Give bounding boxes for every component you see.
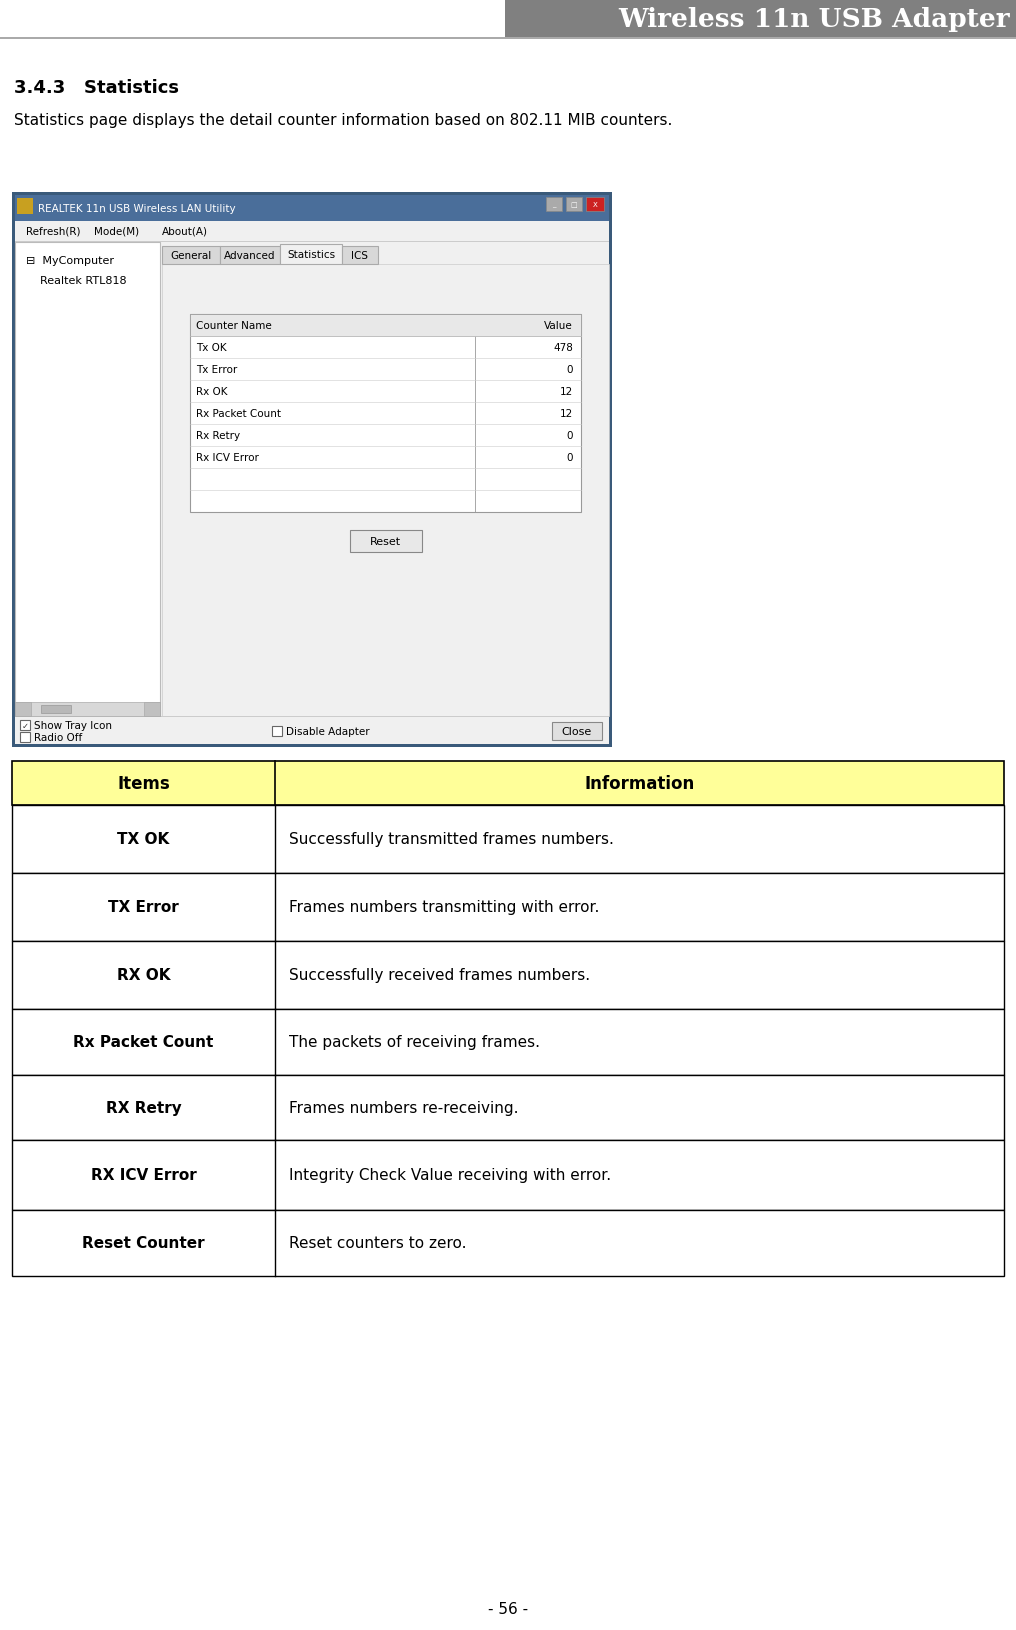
Text: Advanced: Advanced [225,251,275,261]
Text: Frames numbers re-receiving.: Frames numbers re-receiving. [289,1100,518,1115]
Text: Reset Counter: Reset Counter [82,1236,205,1250]
Bar [15,243,160,717]
Text: Rx Packet Count: Rx Packet Count [73,1035,213,1050]
Text: Rx Packet Count: Rx Packet Count [196,409,281,419]
Text: Realtek RTL818: Realtek RTL818 [40,275,127,285]
Text: 0: 0 [567,430,573,440]
Bar [0,0,505,37]
Text: RX Retry: RX Retry [106,1100,181,1115]
Bar [15,243,609,745]
Text: Successfully received frames numbers.: Successfully received frames numbers. [289,968,590,983]
Bar [12,192,612,748]
Text: REALTEK 11n USB Wireless LAN Utility: REALTEK 11n USB Wireless LAN Utility [38,204,236,214]
Bar [12,1009,1004,1076]
Bar [190,315,581,513]
Text: The packets of receiving frames.: The packets of receiving frames. [289,1035,539,1050]
Text: Information: Information [584,774,695,792]
Bar [12,1141,1004,1209]
Bar [342,246,378,264]
Text: Rx Retry: Rx Retry [196,430,240,440]
Bar [505,0,1016,37]
Bar [15,703,31,717]
Text: X: X [592,202,597,209]
Text: Rx OK: Rx OK [196,386,228,396]
Text: Reset counters to zero.: Reset counters to zero. [289,1236,466,1250]
Text: About(A): About(A) [162,227,208,236]
Text: Statistics: Statistics [287,249,335,259]
Text: Disable Adapter: Disable Adapter [285,727,370,737]
Text: _: _ [553,202,556,209]
Text: 478: 478 [553,342,573,352]
Text: ICS: ICS [352,251,369,261]
Text: Reset: Reset [370,536,401,546]
Text: Close: Close [562,727,592,737]
Bar [0,37,1016,41]
Text: Integrity Check Value receiving with error.: Integrity Check Value receiving with err… [289,1167,611,1183]
Bar [144,703,160,717]
Bar [12,805,1004,874]
Bar [280,244,342,264]
Bar [220,246,280,264]
Bar [586,197,604,212]
Bar [12,942,1004,1009]
Text: 12: 12 [560,409,573,419]
Text: Items: Items [117,774,170,792]
Bar [15,703,160,717]
Text: Value: Value [545,321,573,331]
Bar [41,706,71,714]
Bar [190,315,581,337]
Text: TX OK: TX OK [117,831,170,848]
Bar [546,197,562,212]
Bar [15,222,609,241]
Bar [20,720,30,730]
Text: 12: 12 [560,386,573,396]
Text: Tx Error: Tx Error [196,365,238,375]
Bar [15,717,609,745]
Bar [350,531,422,553]
Bar [566,197,582,212]
Text: General: General [171,251,211,261]
Bar [12,1076,1004,1141]
Text: Refresh(R): Refresh(R) [26,227,80,236]
Text: Successfully transmitted frames numbers.: Successfully transmitted frames numbers. [289,831,614,848]
Bar [12,761,1004,805]
Text: Wireless 11n USB Adapter: Wireless 11n USB Adapter [619,7,1010,31]
Text: ✓: ✓ [21,720,28,730]
Text: - 56 -: - 56 - [488,1602,528,1617]
Text: ⊟  MyComputer: ⊟ MyComputer [26,256,114,266]
Bar [272,727,282,737]
Text: Statistics page displays the detail counter information based on 802.11 MIB coun: Statistics page displays the detail coun… [14,112,673,127]
Bar [162,264,609,717]
Bar [12,874,1004,942]
Bar [162,246,220,264]
Text: RX ICV Error: RX ICV Error [90,1167,196,1183]
Text: Counter Name: Counter Name [196,321,271,331]
Text: Tx OK: Tx OK [196,342,227,352]
Bar [12,1209,1004,1276]
Text: Show Tray Icon: Show Tray Icon [34,720,112,730]
Bar [15,196,609,222]
Bar [20,732,30,743]
Text: TX Error: TX Error [108,900,179,914]
Bar [552,722,602,740]
Text: 3.4.3   Statistics: 3.4.3 Statistics [14,78,179,96]
Bar [17,199,33,215]
Text: Radio Off: Radio Off [34,732,82,743]
Text: 0: 0 [567,453,573,463]
Text: 0: 0 [567,365,573,375]
Text: RX OK: RX OK [117,968,171,983]
Text: Mode(M): Mode(M) [94,227,139,236]
Text: Frames numbers transmitting with error.: Frames numbers transmitting with error. [289,900,599,914]
Text: □: □ [571,202,577,209]
Text: Rx ICV Error: Rx ICV Error [196,453,259,463]
